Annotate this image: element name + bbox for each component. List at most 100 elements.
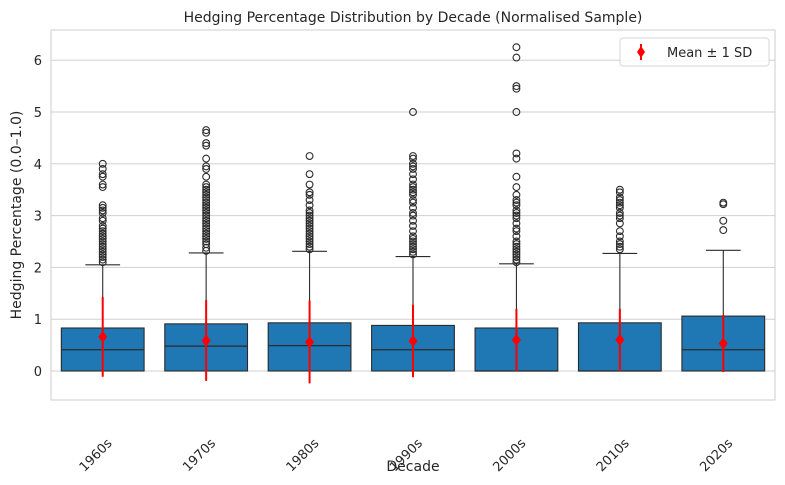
outlier-point	[202, 227, 211, 236]
outlier-point	[409, 180, 417, 189]
outlier-point	[409, 247, 417, 256]
x-tick-label: 1970s	[180, 436, 219, 475]
outlier-point	[98, 229, 107, 238]
outlier-point	[409, 209, 417, 217]
legend-mean-diamond-marker	[637, 46, 645, 58]
outlier-point	[409, 240, 417, 249]
mean-marker	[718, 337, 728, 350]
outlier-point	[615, 211, 624, 220]
outlier-point	[615, 201, 624, 210]
outlier-point	[409, 108, 417, 116]
outlier-point	[615, 185, 624, 194]
outlier-point	[202, 240, 211, 249]
outlier-point	[202, 141, 211, 150]
outlier-point	[512, 201, 521, 210]
outlier-point	[202, 237, 211, 246]
y-axis-label: Hedging Percentage (0.0–1.0)	[9, 111, 25, 320]
outlier-point	[305, 222, 314, 230]
outlier-point	[512, 240, 521, 249]
outlier-point	[202, 229, 211, 238]
legend: Mean ± 1 SD	[619, 37, 770, 67]
outlier-point	[409, 211, 417, 220]
x-tick-label: 1960s	[77, 436, 116, 475]
outlier-point	[512, 242, 521, 251]
outlier-point	[305, 219, 314, 228]
outlier-point	[409, 188, 417, 197]
outlier-point	[305, 201, 314, 210]
outlier-point	[305, 216, 314, 225]
outlier-point	[305, 206, 314, 215]
outlier-point	[409, 245, 417, 254]
outlier-point	[409, 242, 417, 251]
chart-title: Hedging Percentage Distribution by Decad…	[184, 10, 643, 26]
outlier-point	[305, 170, 314, 179]
outlier-point	[512, 84, 521, 93]
outlier-point	[409, 227, 417, 236]
legend-label: Mean ± 1 SD	[667, 46, 752, 61]
outlier-point	[615, 245, 624, 254]
mean-marker	[201, 334, 211, 347]
box-group-1990s	[371, 108, 455, 378]
outlier-point	[202, 234, 211, 243]
outlier-point	[409, 203, 417, 212]
y-tick-label: 2	[34, 261, 42, 276]
outlier-point	[202, 139, 211, 148]
outlier-point	[512, 245, 521, 254]
outlier-point	[615, 227, 624, 236]
outlier-point	[202, 209, 211, 217]
outlier-point	[512, 149, 521, 158]
outlier-point	[98, 240, 107, 249]
outlier-point	[305, 152, 314, 160]
outlier-point	[202, 180, 211, 189]
outlier-point	[615, 214, 624, 223]
outlier-point	[512, 198, 521, 207]
outlier-point	[202, 154, 211, 163]
outlier-point	[409, 175, 417, 184]
outlier-point	[409, 190, 417, 199]
outlier-point	[409, 152, 417, 160]
outlier-point	[719, 198, 728, 207]
outlier-point	[409, 159, 417, 168]
outlier-point	[202, 219, 211, 228]
outlier-point	[512, 206, 521, 215]
outlier-point	[305, 188, 314, 197]
y-tick-label: 6	[34, 54, 42, 69]
outlier-point	[305, 245, 314, 254]
outlier-point	[98, 206, 107, 215]
outlier-point	[305, 196, 314, 205]
outlier-point	[202, 188, 211, 197]
mean-marker	[511, 333, 521, 346]
box-group-1980s	[267, 152, 352, 384]
outlier-point	[615, 242, 624, 251]
outlier-point	[512, 209, 521, 217]
box-group-2010s	[577, 185, 662, 372]
outlier-point	[409, 232, 417, 241]
outlier-point	[305, 232, 314, 241]
outlier-point	[409, 162, 417, 171]
outlier-point	[615, 209, 624, 217]
outlier-point	[98, 258, 107, 267]
outlier-point	[98, 227, 107, 236]
outlier-point	[98, 180, 107, 189]
outlier-point	[202, 243, 211, 252]
outlier-point	[305, 214, 314, 223]
outlier-point	[512, 190, 521, 199]
outlier-point	[719, 226, 728, 235]
outlier-point	[98, 250, 107, 259]
outlier-point	[615, 219, 624, 228]
outlier-point	[512, 196, 521, 205]
outlier-point	[512, 258, 521, 267]
outlier-point	[512, 172, 521, 181]
outlier-point	[512, 237, 521, 246]
outlier-point	[202, 193, 211, 202]
y-tick-label: 3	[34, 210, 42, 225]
outlier-point	[409, 222, 417, 230]
outlier-point	[512, 108, 521, 116]
outlier-point	[98, 237, 107, 246]
outlier-point	[98, 216, 107, 225]
outlier-point	[202, 211, 211, 220]
outlier-point	[98, 203, 107, 212]
outlier-point	[202, 172, 211, 181]
outlier-point	[98, 234, 107, 243]
outlier-point	[409, 170, 417, 179]
